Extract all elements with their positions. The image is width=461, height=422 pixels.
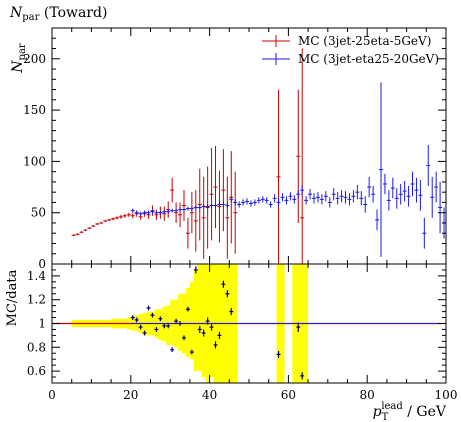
chart-title: Npar (Toward) xyxy=(9,5,107,23)
y-tick-label: 200 xyxy=(23,52,46,66)
x-axis-label: pTlead / GeV xyxy=(373,401,447,422)
series-blue xyxy=(130,82,446,257)
x-tick-label: 20 xyxy=(123,388,138,402)
x-tick-label: 0 xyxy=(48,388,56,402)
x-tick-label: 40 xyxy=(202,388,217,402)
x-tick-label: 100 xyxy=(435,388,458,402)
axis-ticks: 0 20 40 60 80 100 0 50 100 150 200 0.6 0.8 1 1.2 1.4 xyxy=(23,28,457,402)
legend-red-label: MC (3jet-25eta-5GeV) xyxy=(298,34,431,48)
ratio-points xyxy=(130,266,305,380)
y-axis-label: Npar xyxy=(10,43,28,74)
data-series xyxy=(71,48,446,380)
ratio-y-tick-label: 1 xyxy=(38,317,46,331)
x-tick-label: 80 xyxy=(360,388,375,402)
legend-entry-blue: MC (3jet-eta25-20GeV) xyxy=(262,52,439,66)
legend-blue-label: MC (3jet-eta25-20GeV) xyxy=(298,52,439,66)
x-tick-label: 60 xyxy=(281,388,296,402)
ratio-y-axis-label: MC/data xyxy=(5,269,20,326)
ratio-y-tick-label: 1.2 xyxy=(27,293,46,307)
ratio-band-bin xyxy=(158,309,163,341)
y-tick-label: 0 xyxy=(38,257,46,271)
ratio-y-tick-label: 0.6 xyxy=(27,364,46,378)
legend-entry-red: MC (3jet-25eta-5GeV) xyxy=(262,34,431,48)
ratio-band-bin xyxy=(189,281,194,360)
ratio-y-tick-label: 1.4 xyxy=(27,269,46,283)
ratio-band-bin xyxy=(197,264,202,372)
legend: MC (3jet-25eta-5GeV) MC (3jet-eta25-20Ge… xyxy=(262,34,439,66)
y-tick-label: 50 xyxy=(31,206,46,220)
y-tick-label: 100 xyxy=(23,154,46,168)
y-tick-label: 150 xyxy=(23,103,46,117)
ratio-band-bin xyxy=(170,299,175,345)
ratio-y-tick-label: 0.8 xyxy=(27,340,46,354)
series-red xyxy=(71,48,305,264)
ratio-band-bin xyxy=(185,287,190,357)
ratio-band-bin xyxy=(201,264,206,378)
ratio-band-bin xyxy=(193,269,198,372)
ratio-band-bin xyxy=(209,264,214,378)
axes-frames xyxy=(51,27,447,384)
